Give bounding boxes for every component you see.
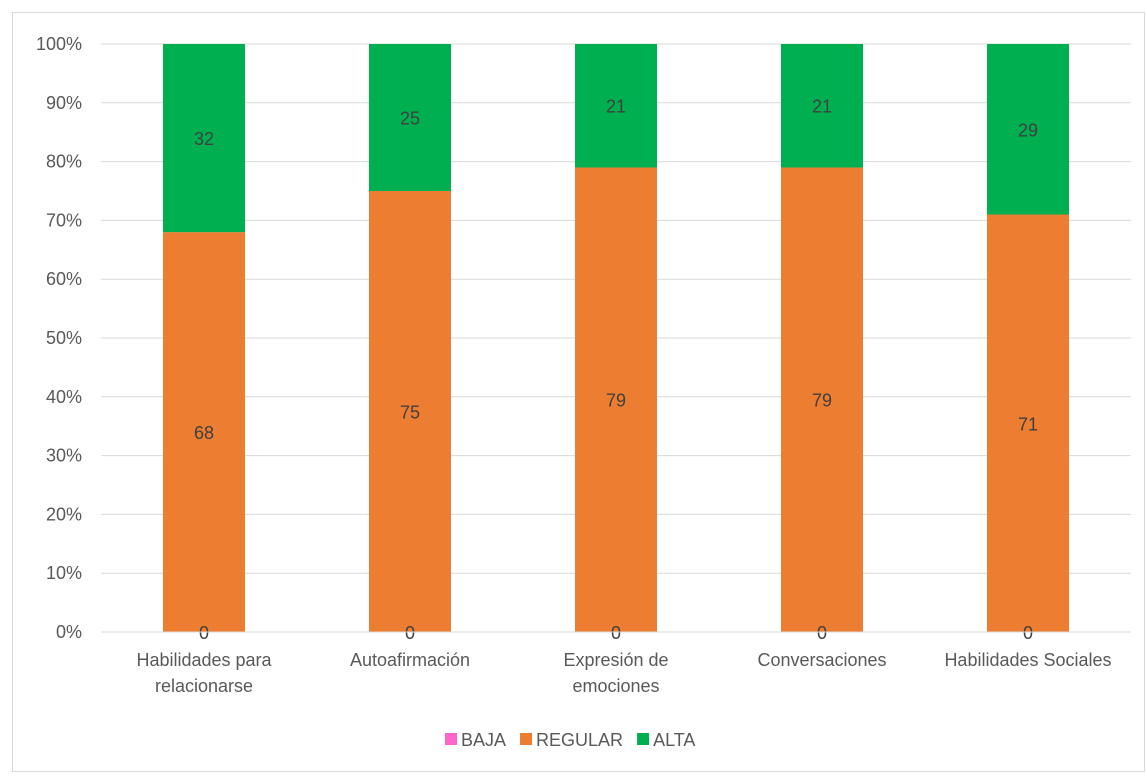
legend-swatch-baja bbox=[445, 733, 457, 745]
y-tick-label: 90% bbox=[46, 93, 82, 113]
data-label: 79 bbox=[812, 391, 832, 411]
data-label: 21 bbox=[812, 97, 832, 117]
category-label: Habilidades para bbox=[136, 650, 272, 670]
data-label: 25 bbox=[400, 109, 420, 129]
data-label: 32 bbox=[194, 129, 214, 149]
legend-label: REGULAR bbox=[536, 730, 623, 750]
y-tick-label: 0% bbox=[56, 622, 82, 642]
category-label: Expresión de bbox=[563, 650, 668, 670]
legend: BAJA REGULAR ALTA bbox=[445, 730, 695, 750]
legend-label: ALTA bbox=[653, 730, 695, 750]
y-tick-label: 30% bbox=[46, 446, 82, 466]
data-label: 68 bbox=[194, 423, 214, 443]
y-tick-label: 100% bbox=[36, 34, 82, 54]
data-label: 71 bbox=[1018, 414, 1038, 434]
chart-area: 0 68 32 0 75 25 0 79 21 0 79 21 0 71 29 0% 10% 20% 30% 40%… bbox=[12, 12, 1145, 772]
category-label: Autoafirmación bbox=[350, 650, 470, 670]
y-tick-label: 10% bbox=[46, 563, 82, 583]
data-label: 79 bbox=[606, 391, 626, 411]
category-label: Habilidades Sociales bbox=[944, 650, 1111, 670]
data-label: 0 bbox=[405, 623, 415, 643]
data-label: 21 bbox=[606, 97, 626, 117]
category-label: Conversaciones bbox=[757, 650, 886, 670]
data-label: 0 bbox=[1023, 623, 1033, 643]
data-label: 0 bbox=[611, 623, 621, 643]
category-label: relacionarse bbox=[155, 676, 253, 696]
y-tick-label: 60% bbox=[46, 269, 82, 289]
y-tick-label: 70% bbox=[46, 210, 82, 230]
stacked-bar-chart: 0 68 32 0 75 25 0 79 21 0 79 21 0 71 29 0% 10% 20% 30% 40%… bbox=[13, 13, 1146, 773]
legend-swatch-alta bbox=[637, 733, 649, 745]
data-label: 0 bbox=[199, 623, 209, 643]
y-tick-label: 80% bbox=[46, 152, 82, 172]
data-label: 29 bbox=[1018, 120, 1038, 140]
legend-label: BAJA bbox=[461, 730, 506, 750]
y-tick-label: 50% bbox=[46, 328, 82, 348]
legend-swatch-regular bbox=[520, 733, 532, 745]
category-label: emociones bbox=[572, 676, 659, 696]
y-tick-label: 20% bbox=[46, 504, 82, 524]
data-label: 75 bbox=[400, 403, 420, 423]
data-label: 0 bbox=[817, 623, 827, 643]
y-tick-label: 40% bbox=[46, 387, 82, 407]
